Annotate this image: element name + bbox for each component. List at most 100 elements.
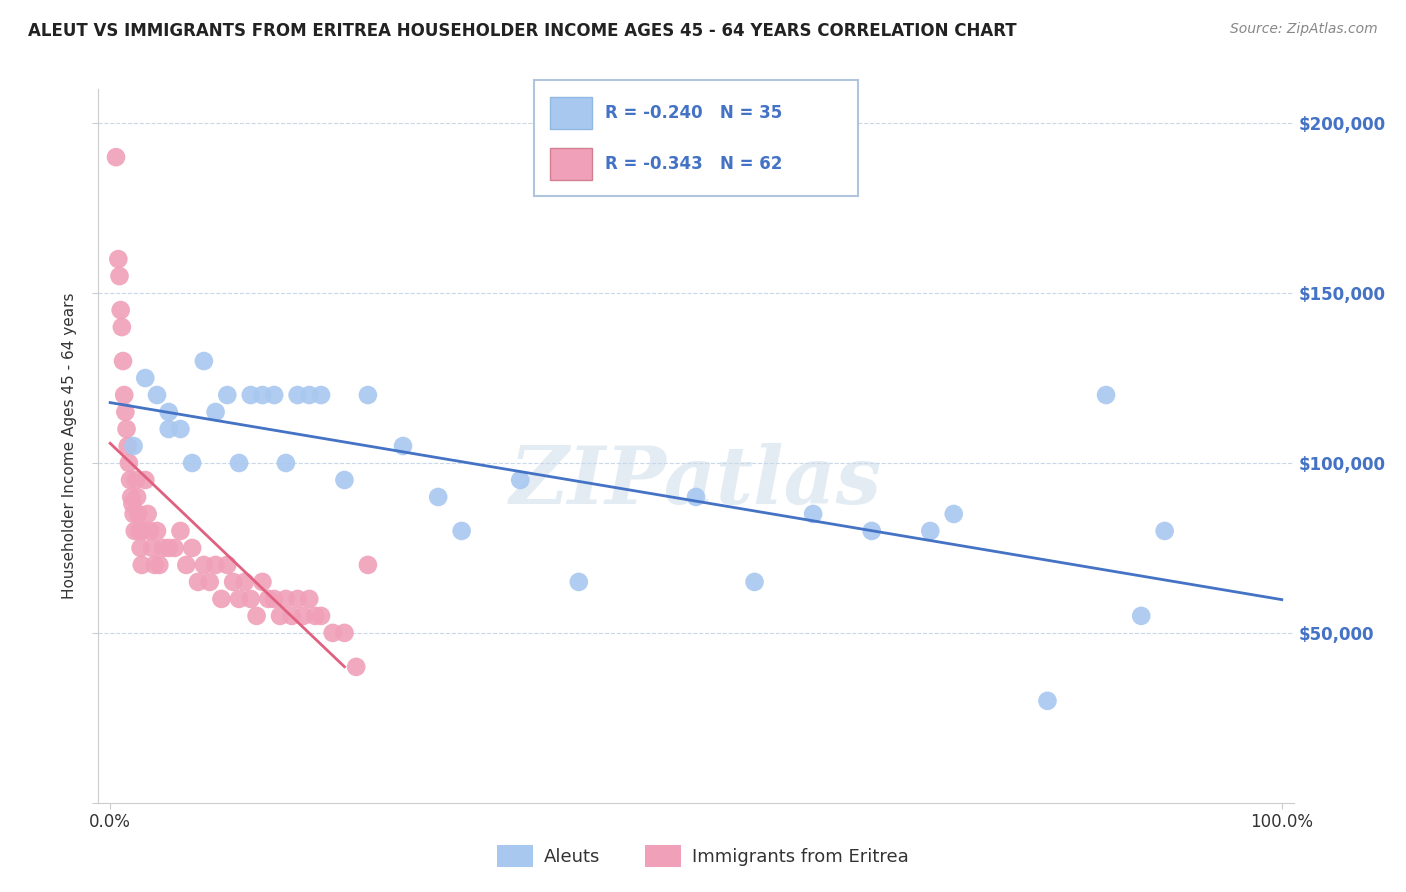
Point <box>281 608 304 623</box>
Text: R = -0.343   N = 62: R = -0.343 N = 62 <box>606 155 783 173</box>
Text: R = -0.240   N = 35: R = -0.240 N = 35 <box>606 103 783 121</box>
Point <box>107 252 129 266</box>
Point <box>450 524 472 538</box>
Point <box>132 524 155 538</box>
Y-axis label: Householder Income Ages 45 - 64 years: Householder Income Ages 45 - 64 years <box>62 293 77 599</box>
Point <box>108 269 131 284</box>
FancyBboxPatch shape <box>550 96 592 129</box>
Point <box>143 558 166 572</box>
Point <box>228 456 250 470</box>
Point <box>298 591 321 606</box>
Point <box>509 473 531 487</box>
Point <box>148 558 170 572</box>
Point <box>568 574 591 589</box>
Point <box>193 354 215 368</box>
Point <box>204 405 226 419</box>
Point <box>120 473 142 487</box>
Point <box>252 388 274 402</box>
FancyBboxPatch shape <box>534 80 858 196</box>
Point <box>333 626 356 640</box>
Point <box>157 405 180 419</box>
Point <box>357 388 380 402</box>
Point <box>127 490 149 504</box>
Point <box>287 591 309 606</box>
Point <box>115 422 138 436</box>
Point <box>127 507 149 521</box>
Point <box>222 574 245 589</box>
Point <box>146 524 169 538</box>
Point <box>304 608 326 623</box>
Point <box>1130 608 1153 623</box>
Point <box>239 388 262 402</box>
Point <box>141 541 163 555</box>
Point <box>744 574 766 589</box>
Point <box>263 388 285 402</box>
Point <box>111 320 134 334</box>
Point <box>1153 524 1175 538</box>
Point <box>298 388 321 402</box>
Point <box>344 660 367 674</box>
Point <box>163 541 186 555</box>
Point <box>427 490 450 504</box>
FancyBboxPatch shape <box>550 147 592 180</box>
Point <box>181 541 204 555</box>
Point <box>392 439 415 453</box>
Point <box>322 626 344 640</box>
Point <box>118 456 141 470</box>
Point <box>1036 694 1059 708</box>
Point <box>801 507 824 521</box>
Point <box>128 524 150 538</box>
Legend: Aleuts, Immigrants from Eritrea: Aleuts, Immigrants from Eritrea <box>489 838 917 874</box>
Point <box>121 497 143 511</box>
Point <box>139 524 162 538</box>
Point <box>252 574 274 589</box>
Point <box>263 591 285 606</box>
Point <box>269 608 291 623</box>
Point <box>274 591 297 606</box>
Point <box>122 507 145 521</box>
Point <box>157 541 180 555</box>
Point <box>110 303 132 318</box>
Point <box>287 388 309 402</box>
Point <box>124 524 146 538</box>
Point <box>122 439 145 453</box>
Point <box>309 608 332 623</box>
Point <box>233 574 256 589</box>
Point <box>292 608 315 623</box>
Point <box>217 388 239 402</box>
Point <box>239 591 262 606</box>
Point <box>309 388 332 402</box>
Point <box>169 524 191 538</box>
Point <box>228 591 250 606</box>
Point <box>193 558 215 572</box>
Point <box>1095 388 1118 402</box>
Point <box>333 473 356 487</box>
Point <box>217 558 239 572</box>
Point <box>257 591 280 606</box>
Point <box>357 558 380 572</box>
Text: ALEUT VS IMMIGRANTS FROM ERITREA HOUSEHOLDER INCOME AGES 45 - 64 YEARS CORRELATI: ALEUT VS IMMIGRANTS FROM ERITREA HOUSEHO… <box>28 22 1017 40</box>
Point <box>134 371 156 385</box>
Point <box>169 422 191 436</box>
Point <box>685 490 707 504</box>
Point <box>120 490 142 504</box>
Point <box>146 388 169 402</box>
Point <box>112 388 135 402</box>
Point <box>114 405 136 419</box>
Text: ZIPatlas: ZIPatlas <box>510 443 882 520</box>
Point <box>125 473 148 487</box>
Point <box>152 541 174 555</box>
Point <box>157 422 180 436</box>
Point <box>129 541 152 555</box>
Point <box>131 558 153 572</box>
Point <box>246 608 269 623</box>
Point <box>181 456 204 470</box>
Point <box>174 558 197 572</box>
Point <box>112 354 135 368</box>
Point <box>211 591 233 606</box>
Point <box>136 507 159 521</box>
Point <box>920 524 942 538</box>
Point <box>942 507 965 521</box>
Point <box>860 524 883 538</box>
Point <box>187 574 209 589</box>
